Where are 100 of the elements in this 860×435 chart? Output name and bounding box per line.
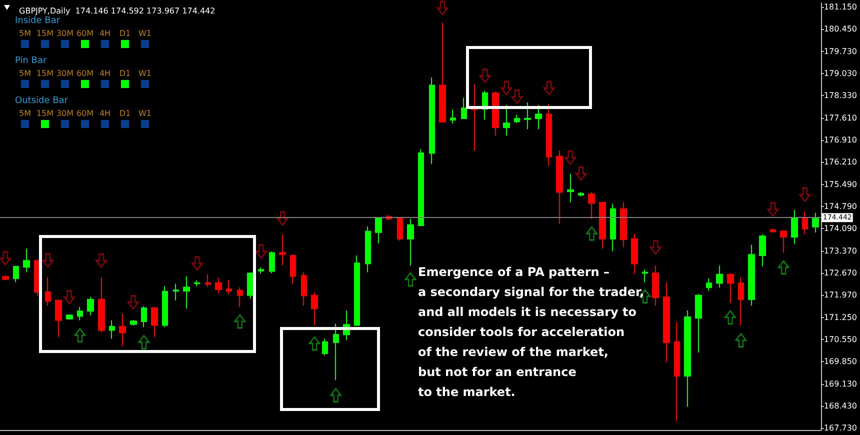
candlestick: [631, 233, 638, 274]
annotation: Outside Bar: [15, 96, 70, 106]
candlestick: [151, 306, 158, 338]
y-tick-label: 174.090: [824, 224, 858, 234]
candlestick: [258, 266, 264, 274]
candlestick: [492, 91, 499, 136]
point: [330, 388, 342, 402]
point: [735, 333, 747, 348]
point: [138, 335, 150, 350]
y-tick-label: 179.730: [824, 47, 858, 56]
candlestick: [546, 104, 552, 166]
candlestick: [599, 201, 606, 250]
candlestick: [684, 310, 691, 408]
point: [42, 253, 54, 268]
point: [575, 166, 587, 181]
y-tick-label: 176.910: [824, 136, 858, 145]
candlestick: [514, 114, 520, 124]
candlestick: [322, 338, 328, 356]
annotation: 5M 15M 30M 60M 4H D1 W1: [19, 69, 152, 78]
point: [564, 150, 576, 165]
point: [436, 0, 448, 16]
candlestick: [812, 212, 819, 233]
point: [308, 336, 320, 351]
candlestick: [759, 234, 766, 267]
candlestick: [226, 279, 232, 295]
y-tick-label: 172.670: [824, 268, 858, 278]
candlestick: [333, 323, 339, 381]
point: [404, 272, 416, 287]
y-tick-label: 169.850: [824, 357, 858, 366]
annotation: Pin Bar: [15, 56, 48, 66]
point: [0, 251, 11, 266]
y-tick-label: 174.790: [824, 202, 858, 212]
candlestick: [429, 77, 435, 164]
candlestick: [802, 211, 808, 234]
candlestick: [162, 286, 168, 328]
point: [192, 256, 203, 271]
candlestick: [375, 218, 382, 244]
candlestick: [695, 294, 702, 354]
candlestick: [450, 109, 456, 124]
candlestick: [461, 97, 467, 120]
candlestick: [290, 254, 296, 284]
point: [586, 226, 598, 241]
y-tick-label: 178.330: [824, 91, 858, 100]
point: [650, 240, 662, 255]
candlestick: [620, 202, 627, 248]
candlestick: [738, 276, 744, 326]
candlestick: [535, 104, 542, 130]
candlestick: [173, 283, 179, 301]
candlestick: [130, 319, 137, 326]
candlestick: [706, 278, 712, 292]
point: [64, 290, 75, 304]
candlestick: [397, 216, 403, 241]
candlestick: [407, 218, 414, 266]
candlestick: [439, 22, 446, 124]
candlestick: [727, 272, 734, 304]
candlestick: [301, 272, 307, 306]
candlestick: [791, 209, 798, 244]
candlestick: [311, 291, 318, 326]
candlestick: [2, 274, 9, 281]
y-tick-label: 167.730: [824, 424, 858, 433]
candlestick: [780, 230, 787, 254]
point: [256, 244, 267, 259]
candlestick: [578, 192, 584, 197]
candlestick: [66, 314, 73, 320]
candlestick: [652, 265, 659, 306]
point: [234, 314, 246, 329]
point: [128, 295, 139, 310]
candlestick: [567, 173, 574, 203]
candlestick: [524, 102, 531, 130]
candlestick: [674, 322, 680, 422]
point: [500, 80, 512, 96]
point: [479, 68, 491, 83]
candlestick: [556, 150, 563, 224]
candlestick: [365, 226, 371, 273]
y-tick-label: 177.610: [824, 114, 858, 123]
candlestick: [55, 300, 62, 338]
y-tick-label: 179.030: [824, 69, 858, 78]
candlestick: [279, 234, 286, 266]
candlestick: [141, 306, 147, 328]
y-tick-label: 171.970: [824, 290, 858, 300]
y-tick-label: 170.550: [824, 335, 858, 344]
point: [96, 253, 107, 268]
y-tick-label: 175.490: [824, 180, 858, 190]
candlestick: [215, 277, 222, 294]
candlestick: [354, 255, 360, 326]
point: [724, 310, 736, 324]
point: [799, 188, 811, 202]
y-tick-label: 176.210: [824, 158, 858, 167]
candlestick: [770, 228, 776, 233]
point: [511, 90, 523, 104]
point: [276, 211, 288, 226]
candlestick: [588, 192, 595, 220]
candlestick: [87, 296, 94, 316]
candlestick: [503, 104, 510, 136]
chart-title: GBPJPY,Daily 174.146 174.592 173.967 174.442: [19, 6, 216, 16]
annotation: 5M 15M 30M 60M 4H D1 W1: [19, 109, 152, 118]
y-tick-label: 168.430: [824, 402, 858, 411]
point: [543, 80, 555, 96]
candlestick: [98, 276, 105, 333]
candlestick: [205, 274, 211, 288]
